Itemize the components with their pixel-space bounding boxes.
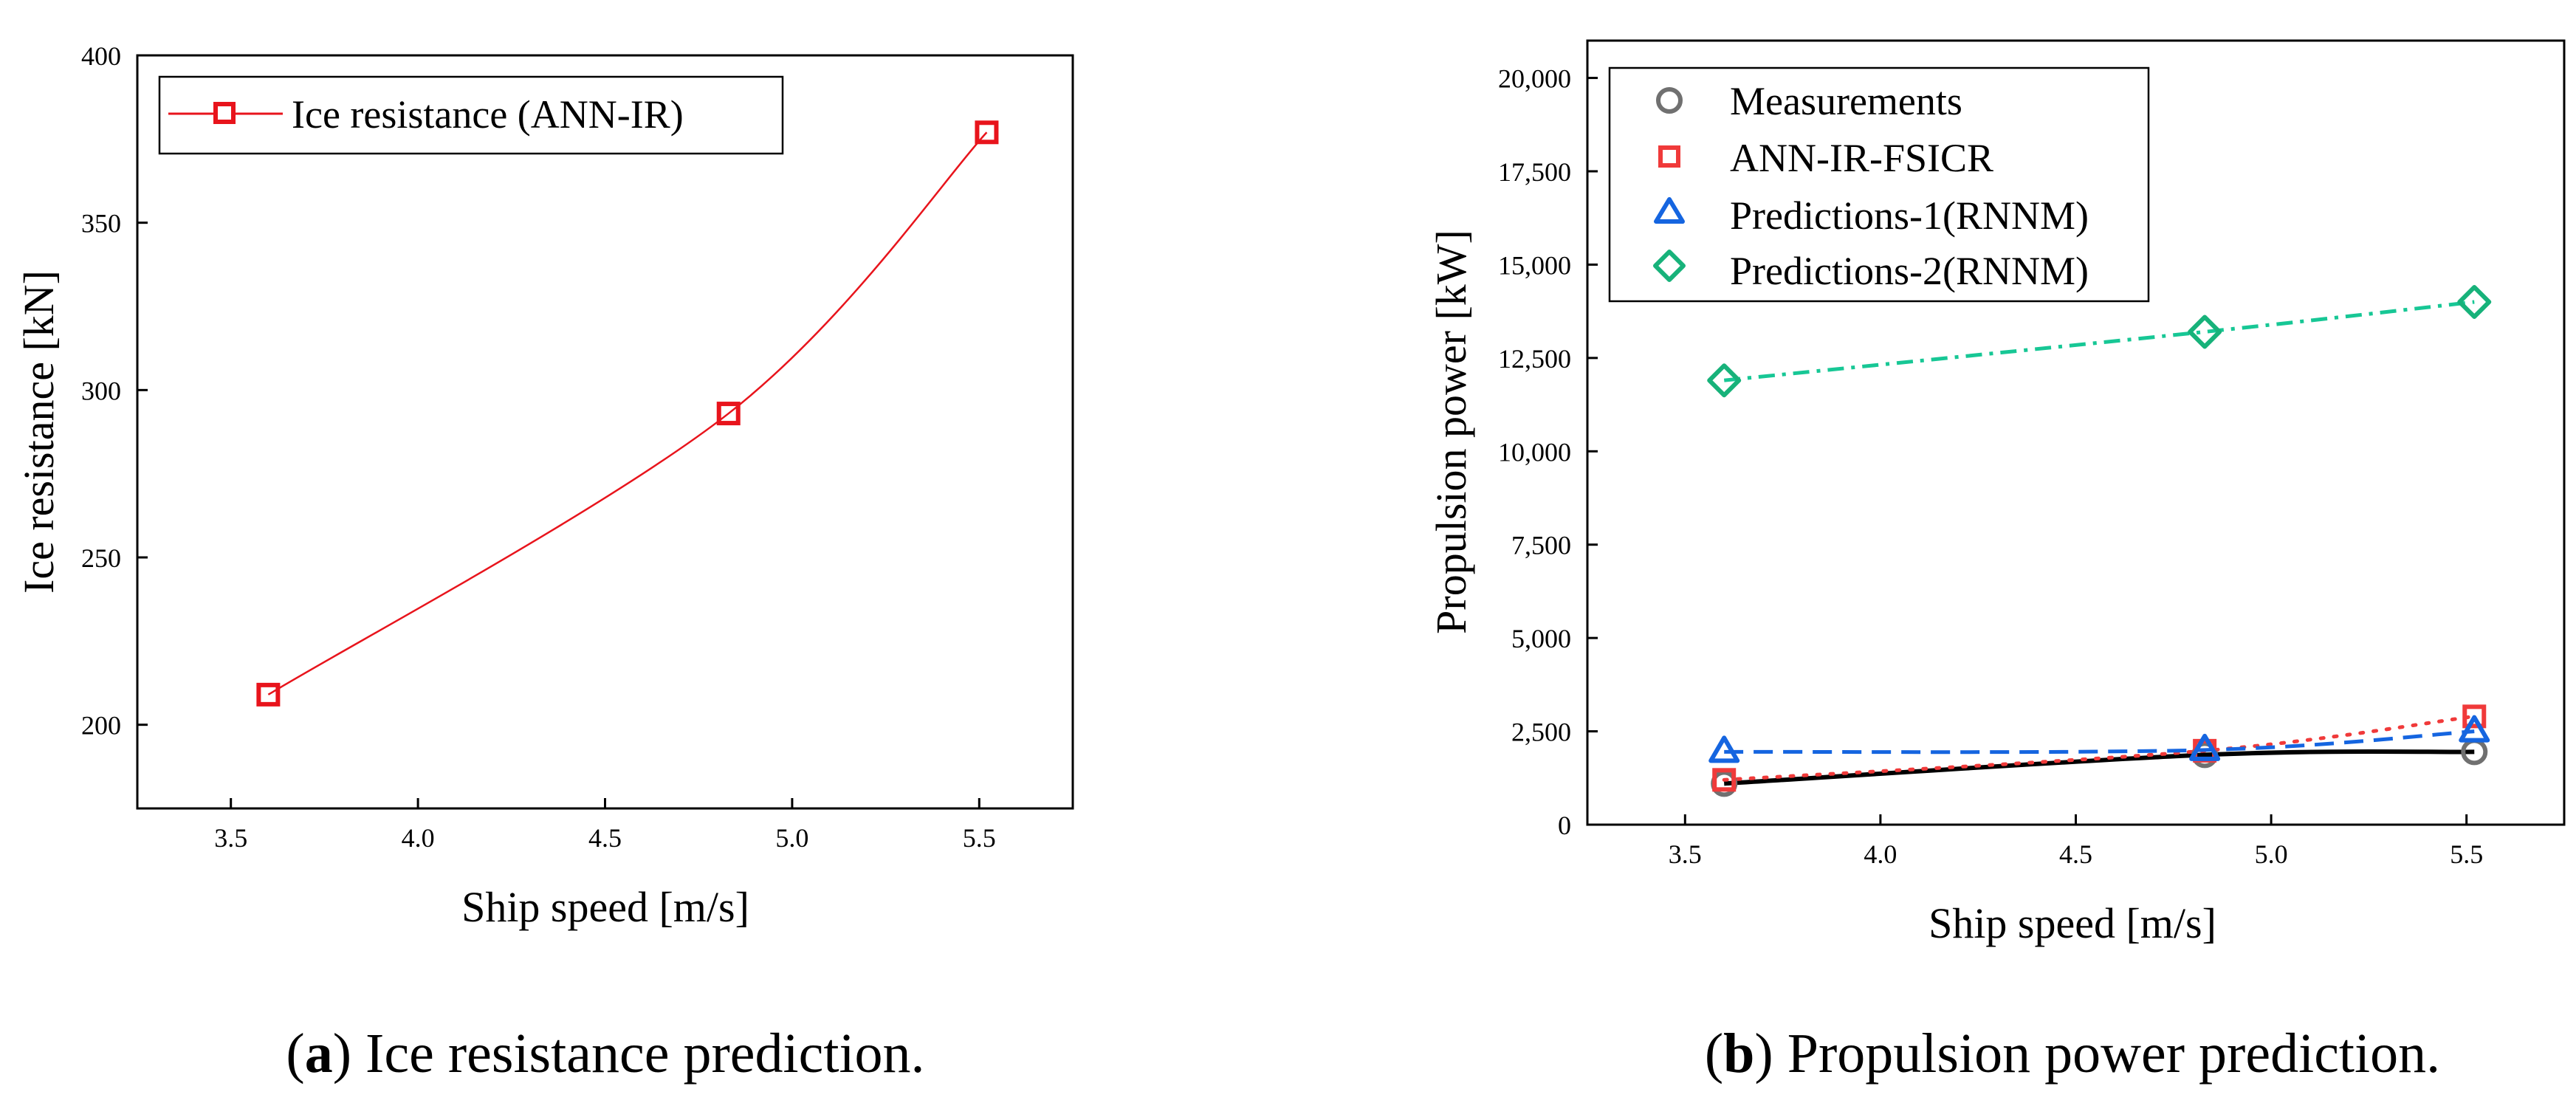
panel-a-series-lines [267,131,988,695]
a-y-tick-label: 200 [81,711,121,741]
b-series-2-point-1 [2189,733,2221,761]
panel-a-x-axis-title: Ship speed [m/s] [461,883,749,931]
b-series-line-1 [1722,714,2476,782]
panel-b-legend-square-marker [1658,145,1680,168]
panel-b-legend-box [1608,66,2150,303]
panel-b-caption-text: Propulsion power prediction. [1787,1023,2440,1085]
panel-b-y-axis-title: Propulsion power [kW] [1427,230,1475,634]
panel-b-tick-labels: 3.5 4.0 4.5 5.0 5.5 0 2,500 5,000 7,500 10,000 12,… [1498,64,2483,869]
panel-b-series-lines [1722,300,2476,786]
panel-b-legend-label-predictions-2: Predictions-2(RNNM) [1730,249,2089,293]
a-y-tick-label: 300 [81,376,121,405]
panel-a-ticks [137,54,980,808]
a-x-tick-label: 4.5 [588,823,622,853]
b-y-tick-label: 12,500 [1498,344,1571,374]
panel-b-ticks [1587,77,2468,826]
a-series-0-point-0 [256,682,281,707]
panel-b-legend-diamond-marker [1653,250,1686,282]
b-series-line-0 [1724,749,2475,786]
b-y-tick-label: 0 [1558,811,1571,840]
panel-a-ice-resistance-chart: 3.5 4.0 4.5 5.0 5.5 200 250 300 350 400 Ship spee… [15,41,1074,1085]
panel-b-x-axis-title: Ship speed [m/s] [1928,899,2216,947]
panel-a-legend-box [158,75,784,155]
b-series-2-point-0 [1708,735,1740,763]
panel-a-legend-label: Ice resistance (ANN-IR) [292,92,684,137]
b-series-3-point-1 [2188,315,2222,349]
b-series-2-point-2 [2459,715,2490,743]
b-x-tick-label: 3.5 [1669,839,1702,869]
panel-a-legend: Ice resistance (ANN-IR) [158,75,784,155]
panel-b-legend-circle-marker [1656,87,1683,114]
a-series-line-0 [267,131,988,695]
b-x-tick-label: 4.0 [1864,839,1897,869]
b-y-tick-label: 15,000 [1498,250,1571,280]
b-y-tick-label: 20,000 [1498,64,1571,94]
panel-b-propulsion-power-chart: 3.5 4.0 4.5 5.0 5.5 0 2,500 5,000 7,500 10,000 12,… [1427,39,2566,1085]
panel-b-legend: Measurements ANN-IR-FSICR Predictions-1(… [1608,66,2150,303]
b-series-line-3 [1723,300,2475,382]
panel-a-caption: (a) Ice resistance prediction. [286,1023,924,1085]
b-y-tick-label: 5,000 [1511,624,1571,653]
panel-a-caption-text: Ice resistance prediction. [365,1023,925,1085]
b-y-tick-label: 7,500 [1511,531,1571,560]
panel-b-legend-label-measurements: Measurements [1730,79,1962,123]
a-y-tick-label: 400 [81,41,121,71]
a-x-tick-label: 5.0 [775,823,808,853]
a-series-0-point-1 [716,402,741,426]
b-series-1-point-2 [2462,704,2487,729]
b-y-tick-label: 2,500 [1511,718,1571,747]
panel-b-legend-triangle-marker [1654,197,1685,224]
panel-a-legend-square-marker [213,102,236,124]
a-x-tick-label: 5.5 [963,823,996,853]
panel-a-tick-labels: 3.5 4.0 4.5 5.0 5.5 200 250 300 350 400 [81,41,996,853]
b-x-tick-label: 5.5 [2450,839,2483,869]
a-x-tick-label: 3.5 [214,823,247,853]
panel-b-caption-label: b [1723,1023,1754,1085]
a-x-tick-label: 4.0 [402,823,435,853]
panel-b-legend-label-ann-ir-fsicr: ANN-IR-FSICR [1730,136,1993,180]
panel-b-markers [1707,285,2492,797]
a-y-tick-label: 350 [81,209,121,238]
b-y-tick-label: 17,500 [1498,157,1571,187]
a-y-tick-label: 250 [81,543,121,573]
b-series-3-point-0 [1707,363,1742,398]
a-series-0-point-2 [975,120,999,145]
b-x-tick-label: 5.0 [2255,839,2288,869]
panel-a-caption-label: a [305,1023,333,1085]
b-y-tick-label: 10,000 [1498,437,1571,467]
b-series-1-point-0 [1712,768,1737,792]
panel-b-legend-label-predictions-1: Predictions-1(RNNM) [1730,193,2089,238]
panel-b-caption: (b) Propulsion power prediction. [1705,1023,2440,1085]
b-series-3-point-2 [2457,285,2492,319]
panel-a-y-axis-title: Ice resistance [kN] [15,270,63,594]
b-series-line-2 [1724,729,2475,755]
panel-a-markers [256,120,999,707]
b-x-tick-label: 4.5 [2059,839,2092,869]
